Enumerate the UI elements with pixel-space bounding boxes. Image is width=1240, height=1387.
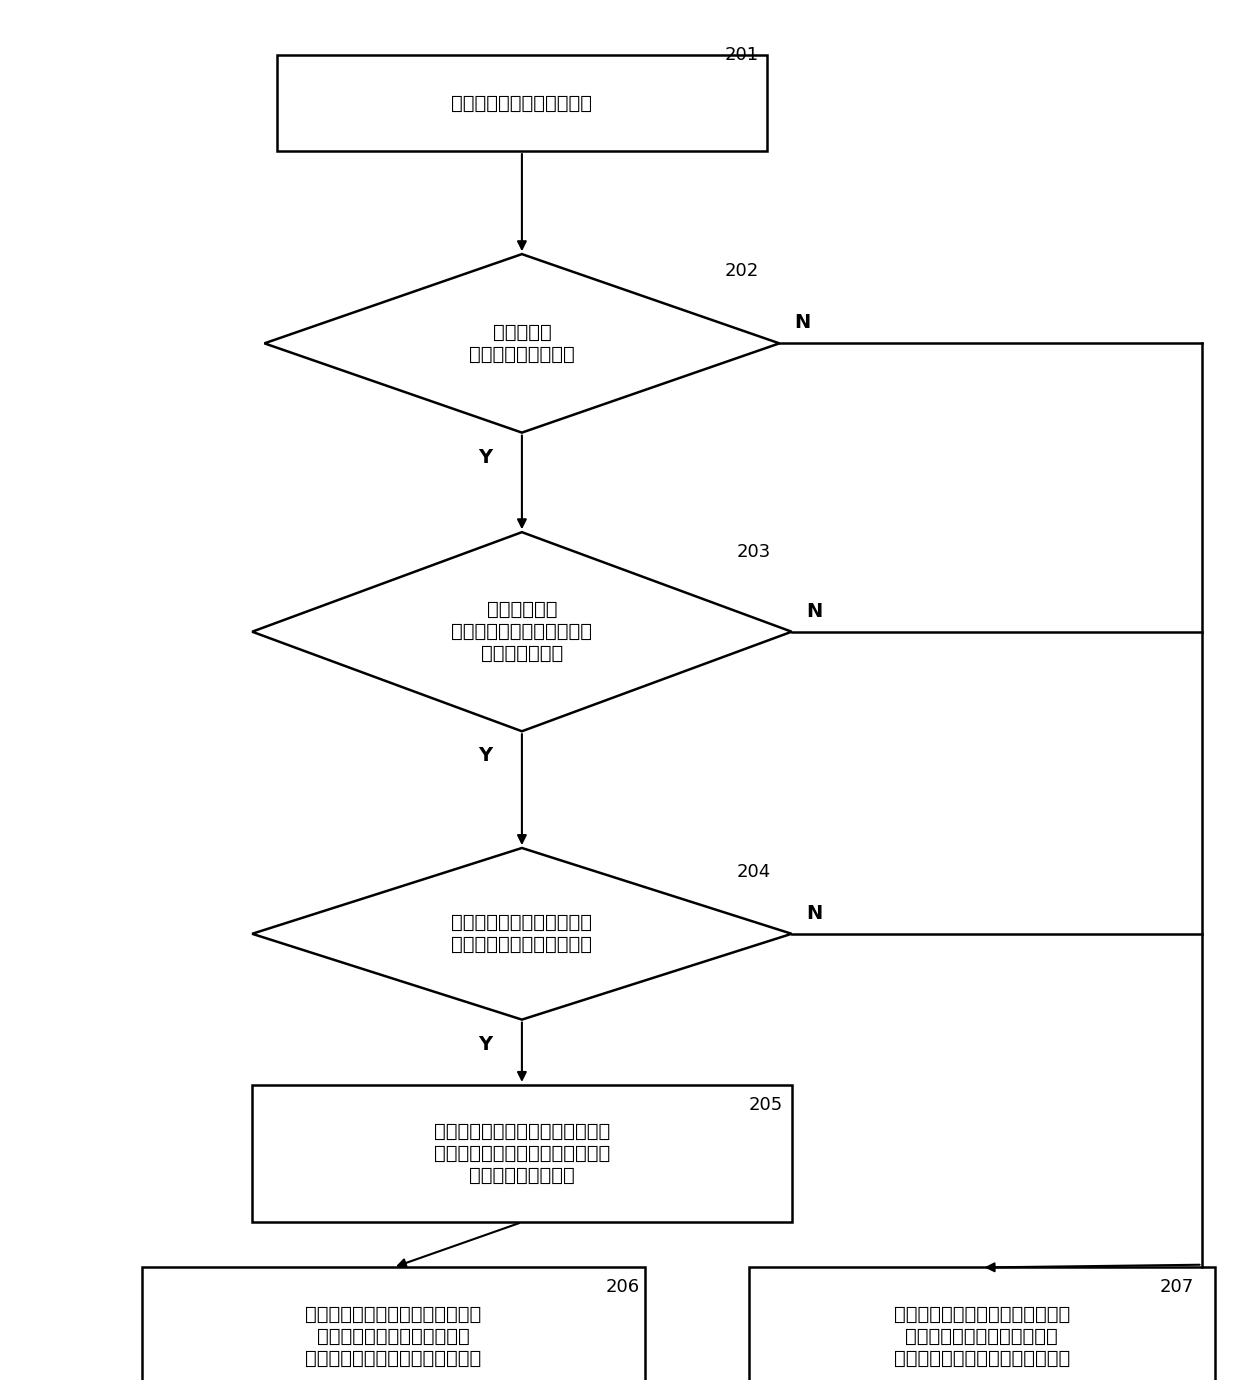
Text: Y: Y bbox=[479, 1035, 492, 1054]
Text: Y: Y bbox=[479, 448, 492, 467]
Text: 205: 205 bbox=[749, 1097, 782, 1114]
FancyBboxPatch shape bbox=[141, 1268, 645, 1387]
Text: 201: 201 bbox=[724, 46, 759, 64]
Text: 207: 207 bbox=[1159, 1277, 1194, 1295]
Text: 同步时标来源
节点优先级编号是否高于本
节点优先级编号: 同步时标来源 节点优先级编号是否高于本 节点优先级编号 bbox=[451, 601, 593, 663]
Text: N: N bbox=[806, 602, 822, 620]
Text: 根据接收的同步时标调整本地时间
，根据调整后的本地时间更新所述
接收同步时标的时间: 根据接收的同步时标调整本地时间 ，根据调整后的本地时间更新所述 接收同步时标的时… bbox=[434, 1122, 610, 1184]
Text: 203: 203 bbox=[737, 544, 771, 562]
Text: 选择时间点向其它节点发送同步时
标（携带本地时间信息，来源
节点优先级编号，时间级别参数）: 选择时间点向其它节点发送同步时 标（携带本地时间信息，来源 节点优先级编号，时间… bbox=[305, 1305, 481, 1368]
Text: N: N bbox=[806, 904, 822, 922]
Text: 202: 202 bbox=[724, 262, 759, 280]
Text: 204: 204 bbox=[737, 863, 771, 881]
Text: 206: 206 bbox=[605, 1277, 640, 1295]
Text: 监听其它节点的同步时标。: 监听其它节点的同步时标。 bbox=[451, 93, 593, 112]
Text: 选择时间点向其它节点发送同步时
标（携带本地时间信息，本地
节点优先级编号，时间级别为零）: 选择时间点向其它节点发送同步时 标（携带本地时间信息，本地 节点优先级编号，时间… bbox=[894, 1305, 1070, 1368]
Polygon shape bbox=[252, 533, 791, 731]
FancyBboxPatch shape bbox=[749, 1268, 1215, 1387]
FancyBboxPatch shape bbox=[277, 55, 768, 151]
Text: Y: Y bbox=[479, 746, 492, 766]
FancyBboxPatch shape bbox=[252, 1085, 791, 1222]
Polygon shape bbox=[264, 254, 780, 433]
Text: 是否接收到
其它节点的同步时标: 是否接收到 其它节点的同步时标 bbox=[469, 323, 575, 363]
Text: 同步时标携带的时间级别是
否不大于设定的超时门限？: 同步时标携带的时间级别是 否不大于设定的超时门限？ bbox=[451, 913, 593, 954]
Text: N: N bbox=[794, 313, 811, 333]
Polygon shape bbox=[252, 847, 791, 1019]
